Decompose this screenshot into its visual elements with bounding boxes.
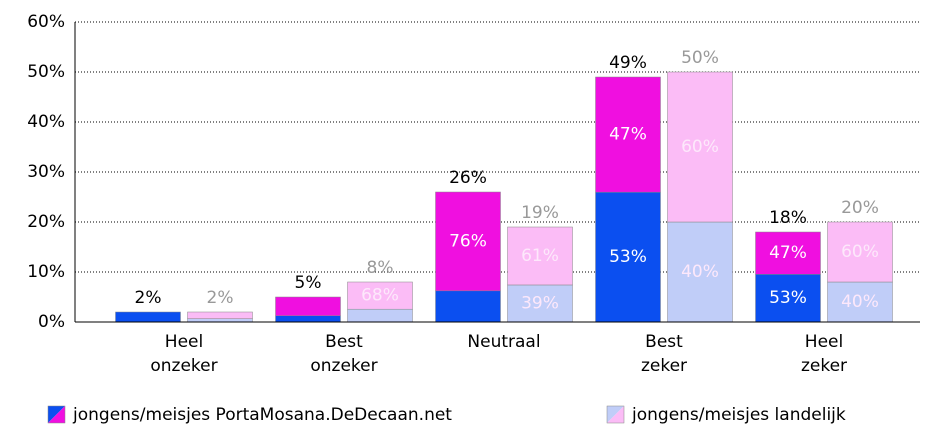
bar-segment: [507, 226, 573, 286]
share-label: 53%: [609, 247, 647, 267]
x-tick-label: Heel onzeker: [150, 332, 217, 376]
total-label: 18%: [769, 208, 807, 228]
x-tick-label: Neutraal: [467, 332, 540, 352]
bar-segment: [827, 221, 893, 283]
legend-swatch-border: [606, 405, 625, 424]
legend-swatch: [48, 406, 65, 423]
total-label: 20%: [841, 198, 879, 218]
y-tick-label: 20%: [27, 212, 65, 232]
share-label: 47%: [609, 125, 647, 145]
y-tick-label: 40%: [27, 112, 65, 132]
share-label: 40%: [681, 262, 719, 282]
total-label: 5%: [295, 273, 322, 293]
y-tick-label: 0%: [38, 312, 65, 332]
bar-segment: [827, 281, 893, 323]
bar-segment: [275, 296, 341, 316]
legend-swatch-border: [47, 405, 66, 424]
y-tick-label: 50%: [27, 62, 65, 82]
y-tick-label: 30%: [27, 162, 65, 182]
total-label: 26%: [449, 168, 487, 188]
share-label: 53%: [769, 288, 807, 308]
x-tick-label: Best zeker: [641, 332, 687, 376]
bar-segment: [115, 311, 181, 323]
share-label: 47%: [769, 243, 807, 263]
share-label: 40%: [841, 292, 879, 312]
bar-segment: [435, 290, 501, 323]
x-tick-label: Best onzeker: [310, 332, 377, 376]
bar-segment: [275, 315, 341, 323]
legend-label: jongens/meisjes PortaMosana.DeDecaan.net: [72, 405, 452, 425]
bar-segment: [755, 231, 821, 275]
bar-segment: [347, 281, 413, 310]
share-label: 39%: [521, 293, 559, 313]
legend-label: jongens/meisjes landelijk: [631, 405, 846, 425]
total-label: 49%: [609, 53, 647, 73]
bar-segment: [435, 191, 501, 292]
legend-swatch: [607, 406, 624, 423]
x-tick-label: Heel zeker: [801, 332, 847, 376]
share-label: 60%: [681, 137, 719, 157]
y-tick-label: 10%: [27, 262, 65, 282]
total-label: 2%: [207, 288, 234, 308]
bar-segment: [187, 311, 253, 319]
bar-segment: [507, 284, 573, 323]
bar-segment: [667, 221, 733, 323]
total-label: 19%: [521, 203, 559, 223]
share-label: 76%: [449, 231, 487, 251]
bar-segment: [595, 76, 661, 193]
share-label: 61%: [521, 246, 559, 266]
y-tick-label: 60%: [27, 12, 65, 32]
bar-segment: [347, 308, 413, 323]
share-label: 60%: [841, 242, 879, 262]
total-label: 50%: [681, 48, 719, 68]
bar-segment: [667, 71, 733, 223]
bar-segment: [595, 191, 661, 323]
bar-segment: [755, 274, 821, 323]
share-label: 68%: [361, 286, 399, 306]
total-label: 2%: [135, 288, 162, 308]
total-label: 8%: [367, 258, 394, 278]
